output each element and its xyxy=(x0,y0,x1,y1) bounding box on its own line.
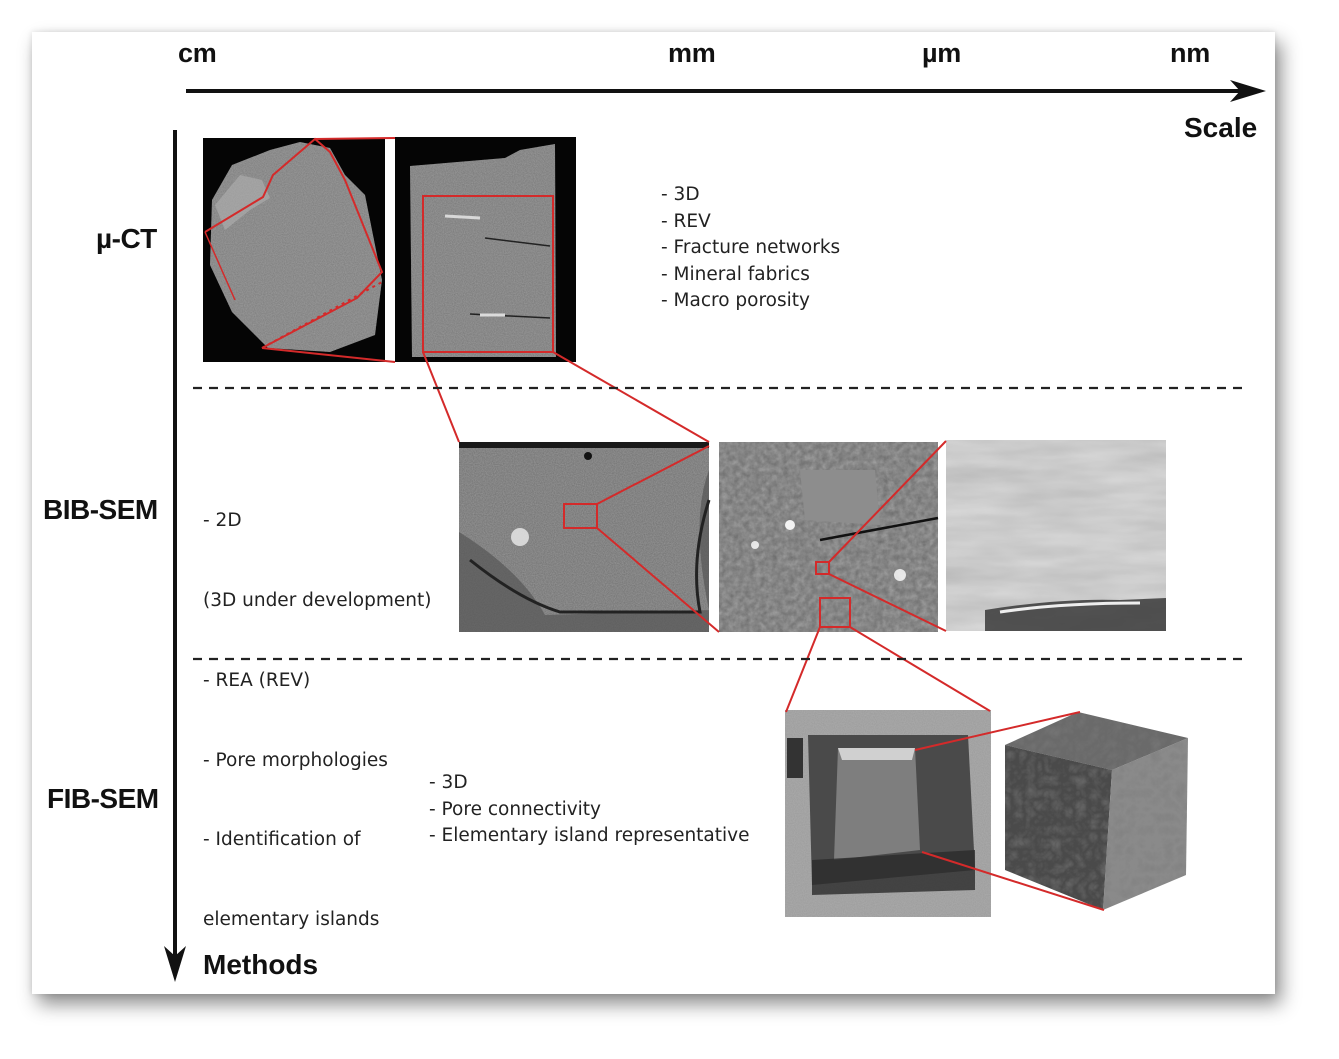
scale-axis-title: Scale xyxy=(1184,112,1258,143)
feature-item: (3D under development) xyxy=(203,589,432,611)
feature-item: - Mineral fabrics xyxy=(661,263,810,285)
feature-item: - 3D xyxy=(661,184,700,205)
feature-item: - Pore morphologies xyxy=(203,749,388,771)
feature-item: - Macro porosity xyxy=(661,290,810,312)
feature-item: - Elementary island representative xyxy=(429,825,750,847)
micro-ct-feature-list: - 3D - REV - Fracture networks - Mineral… xyxy=(661,182,840,315)
feature-item: - Fracture networks xyxy=(661,237,841,259)
scale-tick-nm: nm xyxy=(1170,38,1210,68)
scale-tick-mm: mm xyxy=(668,38,716,68)
fib-sem-feature-list: - 3D - Pore connectivity - Elementary is… xyxy=(429,770,750,850)
method-label-micro-ct: µ-CT xyxy=(96,223,157,254)
feature-item: elementary islands xyxy=(203,909,380,931)
bib-sem-feature-list: - 2D (3D under development) - REA (REV) … xyxy=(203,455,431,960)
feature-item: - Pore connectivity xyxy=(429,798,602,820)
feature-item: - 2D xyxy=(203,510,242,532)
scale-tick-cm: cm xyxy=(178,38,217,68)
feature-item: - REA (REV) xyxy=(203,669,311,691)
methods-axis-title: Methods xyxy=(203,949,319,980)
feature-item: - Identification of xyxy=(203,829,361,851)
method-label-fib-sem: FIB-SEM xyxy=(47,783,159,814)
scale-tick-um: µm xyxy=(922,38,961,68)
feature-item: - 3D xyxy=(429,772,468,793)
method-label-bib-sem: BIB-SEM xyxy=(43,494,158,525)
feature-item: - REV xyxy=(661,210,711,232)
